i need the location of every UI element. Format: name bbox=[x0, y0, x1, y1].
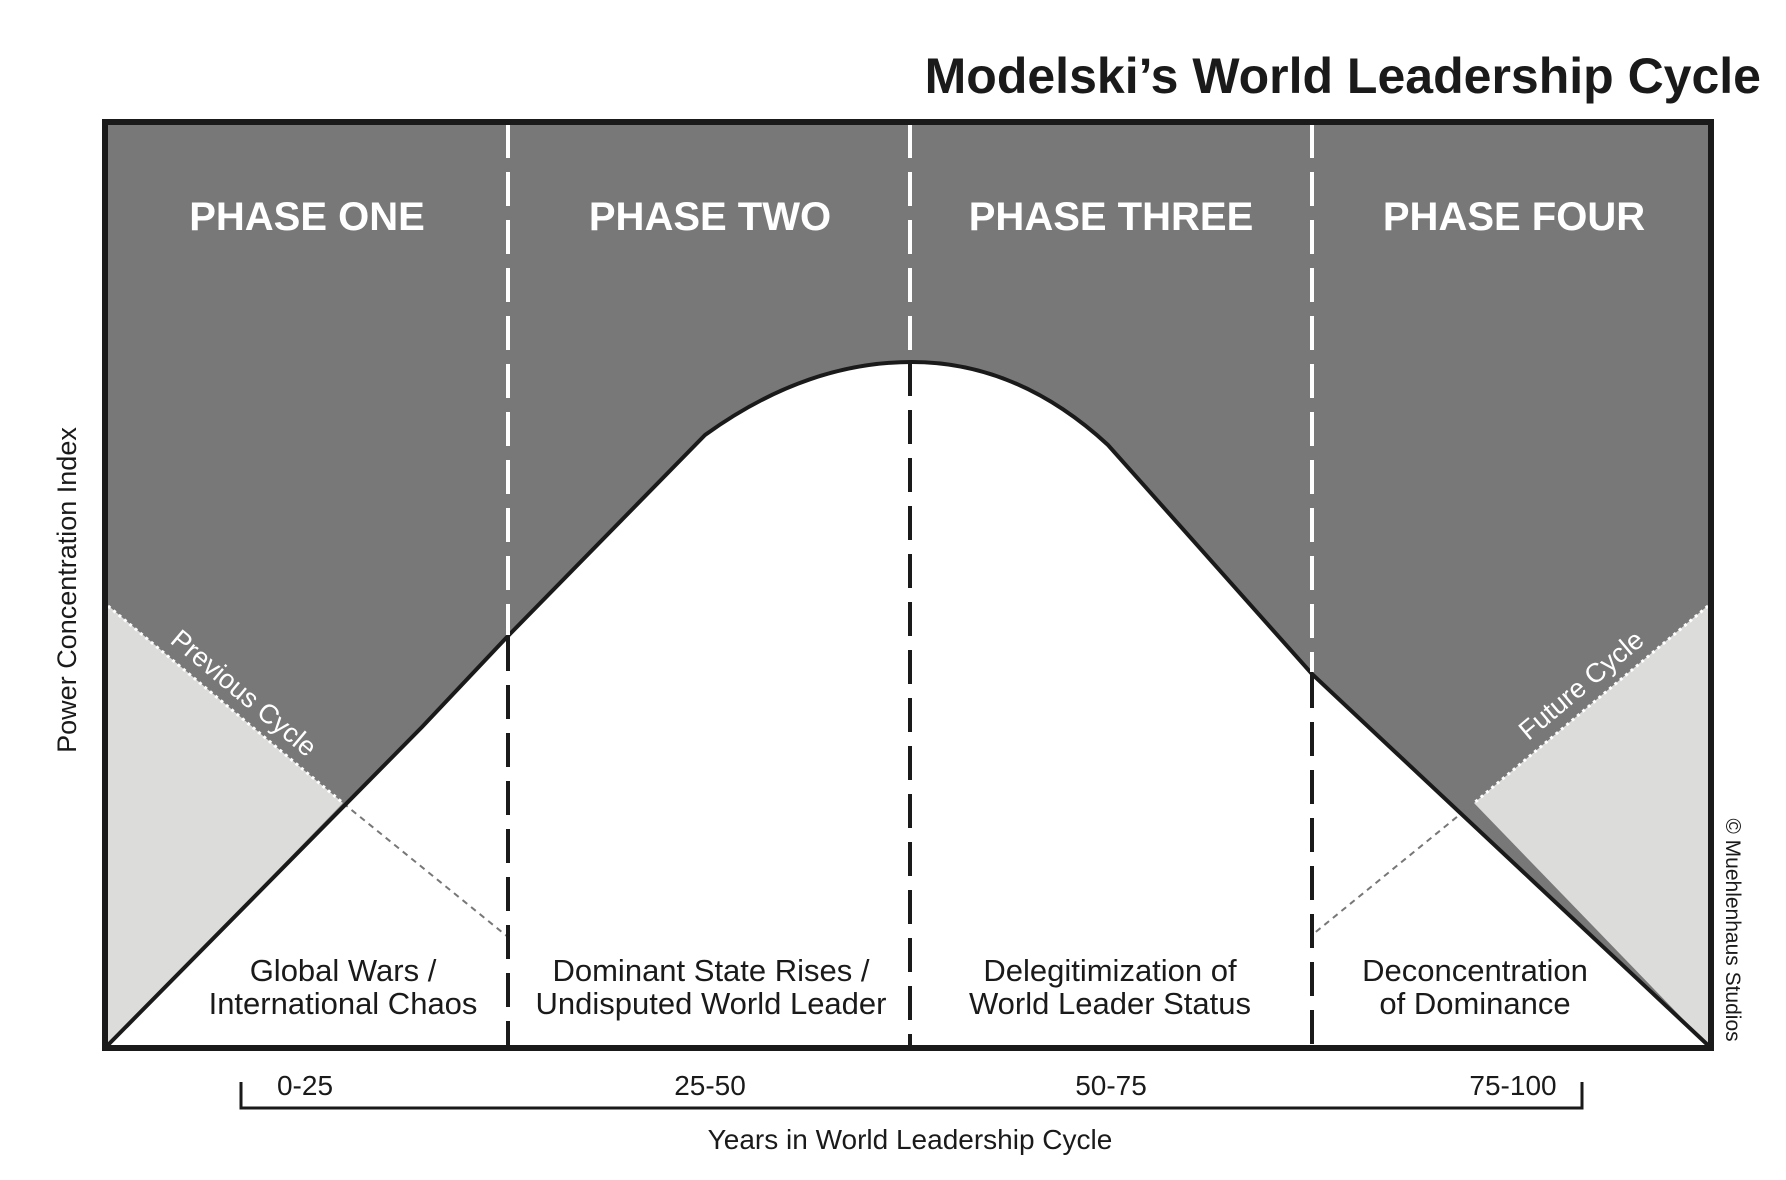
previous-cycle-edge bbox=[107, 604, 344, 805]
phase-one-description-line-2: International Chaos bbox=[209, 986, 478, 1021]
phase-two-description-line-2: Undisputed World Leader bbox=[536, 986, 887, 1021]
dark-region-above-curve bbox=[105, 122, 1711, 1048]
x-axis-bracket bbox=[239, 1082, 1584, 1110]
y-axis-label: Power Concentration Index bbox=[52, 427, 82, 753]
phase-one-years: 0-25 bbox=[277, 1070, 333, 1101]
previous-cycle-region bbox=[105, 603, 343, 1048]
phase-two-description-line-1: Dominant State Rises / bbox=[552, 953, 869, 988]
diagram-title: Modelski’s World Leadership Cycle bbox=[925, 48, 1761, 104]
phase-two-years: 25-50 bbox=[674, 1070, 746, 1101]
phase-one-description-line-1: Global Wars / bbox=[250, 953, 437, 988]
phase-one-heading: PHASE ONE bbox=[189, 195, 425, 239]
plot-border bbox=[102, 119, 1714, 1051]
future-cycle-edge bbox=[1473, 604, 1709, 805]
phase-four-description-line-1: Deconcentration bbox=[1362, 953, 1588, 988]
phase-three-heading: PHASE THREE bbox=[969, 195, 1254, 239]
phase-four-heading: PHASE FOUR bbox=[1383, 195, 1645, 239]
phase-three-years: 50-75 bbox=[1075, 1070, 1147, 1101]
previous-cycle-continuation bbox=[342, 802, 509, 938]
phase-three-description-line-2: World Leader Status bbox=[969, 986, 1251, 1021]
credit-label: © Muehlenhaus Studios bbox=[1721, 818, 1744, 1041]
future-cycle-region bbox=[1474, 603, 1711, 1048]
phase-four-years: 75-100 bbox=[1469, 1070, 1556, 1101]
phase-three-description-line-1: Delegitimization of bbox=[983, 953, 1237, 988]
x-axis-label: Years in World Leadership Cycle bbox=[708, 1124, 1113, 1155]
future-cycle-continuation bbox=[1311, 802, 1475, 936]
phase-two-heading: PHASE TWO bbox=[589, 195, 831, 239]
phase-four-description-line-2: of Dominance bbox=[1379, 986, 1570, 1021]
